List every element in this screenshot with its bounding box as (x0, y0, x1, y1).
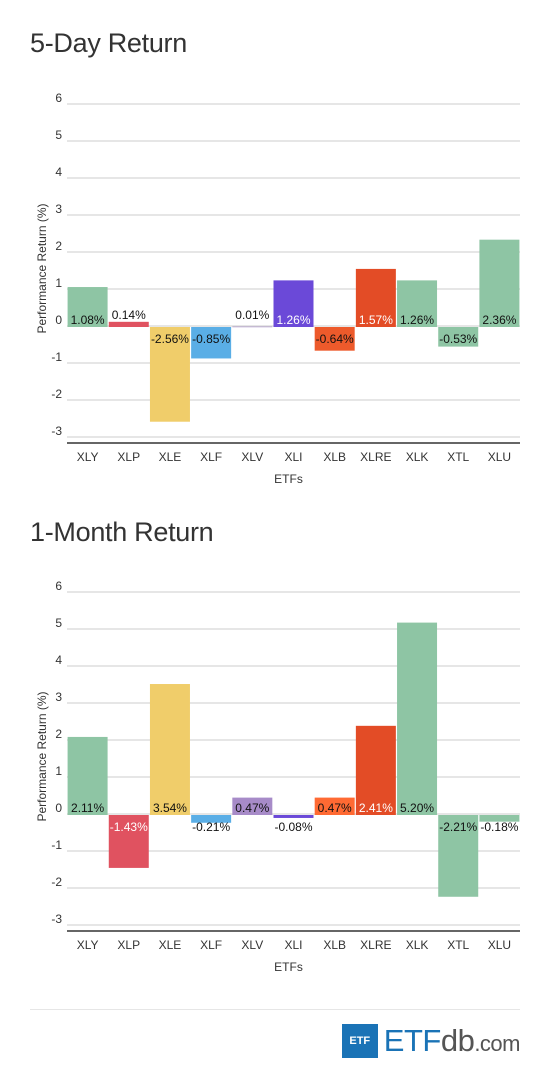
bar-chart-1month: 6 5 4 3 2 1 0 -1 -2 -3 Performance Return (%) 2.11%… (35, 579, 520, 974)
c1m-ytick: 0 (55, 801, 62, 815)
bar-chart-5day: 6 5 4 3 2 1 0 -1 -2 -3 Performance Return (%) 1.08%… (35, 91, 520, 486)
c5d-xtick: XLP (117, 450, 140, 464)
c5d-ytick: -3 (51, 424, 62, 438)
c1m-bar-xlu (479, 815, 520, 822)
c1m-data-label: -2.21% (439, 820, 477, 834)
c1m-bar-xlb (314, 797, 355, 815)
footer-divider (30, 1009, 520, 1010)
c1m-xtick: XLY (77, 938, 99, 952)
c5d-xtick: XLU (488, 450, 511, 464)
chart-title-5day: 5-Day Return (30, 28, 187, 58)
c5d-bar-xlre (355, 268, 396, 327)
c5d-ytick: 4 (55, 165, 62, 179)
c1m-data-label: 0.47% (235, 801, 269, 815)
c1m-bar-xtl (438, 815, 479, 897)
c1m-xtick: XTL (447, 938, 469, 952)
c5d-ytick: 2 (55, 239, 62, 253)
c1m-x-axis-label: ETFs (274, 960, 303, 974)
c1m-xtick: XLB (323, 938, 346, 952)
logo-wordmark: ETFdb.com (383, 1023, 521, 1058)
c5d-bar-xly (67, 287, 108, 327)
c5d-bar-xlf (191, 327, 232, 359)
c5d-ytick: -2 (51, 387, 62, 401)
c5d-ytick: 5 (55, 128, 62, 142)
c5d-data-label: 0.01% (235, 308, 269, 322)
c1m-data-label: 0.47% (318, 801, 352, 815)
c1m-xtick: XLK (406, 938, 429, 952)
c5d-ytick: -1 (51, 350, 62, 364)
c5d-data-label: -0.53% (439, 332, 477, 346)
c1m-ytick: 6 (55, 579, 62, 593)
c1m-bar-xlre (355, 725, 396, 815)
c1m-xtick: XLV (241, 938, 263, 952)
c5d-ytick: 0 (55, 313, 62, 327)
c5d-ytick: 6 (55, 91, 62, 105)
c1m-xtick: XLE (159, 938, 182, 952)
c1m-ytick: -1 (51, 838, 62, 852)
c5d-data-label: -2.56% (151, 332, 189, 346)
c5d-xtick: XLRE (360, 450, 391, 464)
c5d-xtick: XLV (241, 450, 263, 464)
c1m-data-label: -0.18% (480, 820, 518, 834)
c1m-data-label: -0.08% (274, 820, 312, 834)
c1m-y-axis-label: Performance Return (%) (35, 691, 49, 821)
c1m-ytick: 3 (55, 690, 62, 704)
c5d-data-label: 1.57% (359, 313, 393, 327)
c1m-bar-xlf (191, 815, 232, 823)
c1m-xtick: XLI (284, 938, 302, 952)
c5d-x-axis-label: ETFs (274, 472, 303, 486)
c5d-data-label: 1.26% (400, 313, 434, 327)
c5d-xtick: XLB (323, 450, 346, 464)
c1m-bar-xlk (397, 622, 438, 815)
c5d-data-label: 0.14% (112, 308, 146, 322)
c5d-data-label: -0.64% (316, 332, 354, 346)
c1m-xtick: XLP (117, 938, 140, 952)
c5d-data-label: 2.36% (482, 313, 516, 327)
c5d-bar-xlv (232, 326, 273, 328)
c5d-data-label: -0.85% (192, 332, 230, 346)
c5d-xtick: XLE (159, 450, 182, 464)
c1m-bar-xle (149, 684, 190, 815)
c1m-bar-xli (273, 815, 314, 818)
c1m-xtick: XLRE (360, 938, 391, 952)
c5d-bar-xli (273, 280, 314, 327)
c1m-xtick: XLF (200, 938, 222, 952)
c5d-data-label: 1.08% (71, 313, 105, 327)
c5d-bar-xtl (438, 327, 479, 347)
c1m-ytick: 1 (55, 764, 62, 778)
etfdb-logo[interactable]: ETF ETFdb.com (341, 1023, 521, 1058)
chart-title-1month: 1-Month Return (30, 517, 214, 547)
c5d-bar-xlk (397, 280, 438, 327)
c1m-ytick: 2 (55, 727, 62, 741)
c1m-bar-xly (67, 736, 108, 815)
c1m-bar-xlp (108, 815, 149, 868)
c5d-ytick: 1 (55, 276, 62, 290)
c1m-ytick: -2 (51, 875, 62, 889)
c1m-data-label: 3.54% (153, 801, 187, 815)
c5d-bar-xlb (314, 327, 355, 351)
c1m-ytick: 4 (55, 653, 62, 667)
c1m-data-label: -0.21% (192, 820, 230, 834)
c5d-xtick: XLI (284, 450, 302, 464)
c5d-xtick: XLF (200, 450, 222, 464)
c1m-xtick: XLU (488, 938, 511, 952)
c5d-bar-xle (149, 327, 190, 422)
c5d-y-axis-label: Performance Return (%) (35, 203, 49, 333)
c1m-data-label: -1.43% (110, 820, 148, 834)
c5d-xtick: XTL (447, 450, 469, 464)
c5d-ytick: 3 (55, 202, 62, 216)
c1m-data-label: 2.41% (359, 801, 393, 815)
c1m-data-label: 5.20% (400, 801, 434, 815)
c1m-ytick: 5 (55, 616, 62, 630)
c1m-data-label: 2.11% (71, 801, 104, 815)
c5d-bar-xlu (479, 239, 520, 327)
c5d-data-label: 1.26% (276, 313, 310, 327)
logo-badge: ETF (341, 1024, 378, 1058)
c1m-ytick: -3 (51, 912, 62, 926)
c5d-bar-xlp (108, 321, 149, 327)
c5d-xtick: XLK (406, 450, 429, 464)
c1m-bar-xlv (232, 797, 273, 815)
c5d-xtick: XLY (77, 450, 99, 464)
